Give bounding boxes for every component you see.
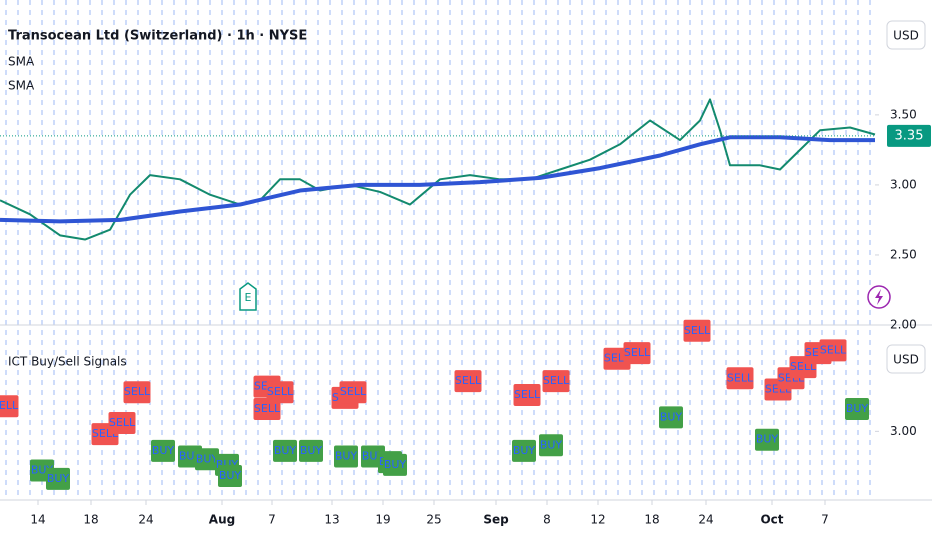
chart-title: Transocean Ltd (Switzerland) · 1h · NYSE bbox=[8, 29, 307, 44]
buy-signal bbox=[195, 448, 219, 471]
x-tick-label: Oct bbox=[760, 513, 783, 527]
legend-item: SMA bbox=[8, 55, 35, 69]
buy-signal bbox=[383, 453, 407, 476]
currency[interactable]: USD bbox=[893, 353, 919, 367]
x-tick-label: 13 bbox=[324, 513, 339, 527]
signal-label: SELL bbox=[254, 402, 281, 415]
signal-label: BUY bbox=[660, 410, 683, 423]
y-tick-label: 2.50 bbox=[890, 247, 917, 261]
x-tick-label: Aug bbox=[209, 513, 235, 527]
signal-label: BUY bbox=[513, 444, 536, 457]
event-marker: E bbox=[245, 291, 252, 304]
background-grid bbox=[0, 0, 875, 500]
y-tick-label: 3.00 bbox=[890, 177, 917, 191]
signal-label: BUY bbox=[335, 449, 358, 462]
buy-signal bbox=[512, 439, 536, 462]
x-tick-label: 8 bbox=[543, 513, 551, 527]
signal-label: SELL bbox=[267, 385, 294, 398]
sell-signal bbox=[454, 370, 482, 393]
sell-signal bbox=[623, 342, 651, 365]
sell-signal bbox=[819, 339, 847, 362]
x-tick-label: 12 bbox=[590, 513, 605, 527]
legend-item: SMA bbox=[8, 79, 35, 93]
signal-label: SELL bbox=[543, 374, 570, 387]
sell-signal bbox=[542, 370, 570, 393]
x-tick-label: 19 bbox=[375, 513, 390, 527]
signal-label: SELL bbox=[727, 371, 754, 384]
currency-button[interactable] bbox=[886, 344, 926, 374]
indicator-title: ICT Buy/Sell Signals bbox=[8, 355, 127, 369]
signal-label: BUY bbox=[196, 452, 219, 465]
y-tick-label: 3.50 bbox=[890, 107, 917, 121]
signal-label: SELL bbox=[624, 346, 651, 359]
x-tick-label: 18 bbox=[83, 513, 98, 527]
buy-signal bbox=[46, 467, 70, 490]
sell-signal bbox=[123, 381, 151, 404]
buy-signal bbox=[299, 439, 323, 462]
buy-signal bbox=[218, 465, 242, 488]
last-price-box bbox=[887, 124, 931, 147]
sell-signal bbox=[266, 381, 294, 404]
buy-signal bbox=[151, 439, 175, 462]
sell-signal bbox=[0, 395, 19, 418]
sma-line bbox=[0, 135, 875, 224]
buy-signal bbox=[659, 406, 683, 429]
signal-label: BUY bbox=[219, 469, 242, 482]
x-tick-label: 25 bbox=[426, 513, 441, 527]
last-price-label: 3.35 bbox=[895, 128, 924, 143]
signal-label: SELL bbox=[340, 385, 367, 398]
buy-signal bbox=[755, 428, 779, 451]
signal-label: SELL bbox=[109, 416, 136, 429]
alert-icon-bolt bbox=[875, 289, 883, 305]
y-tick-label: 2.00 bbox=[890, 318, 917, 332]
x-tick-label: Sep bbox=[483, 513, 509, 527]
signal-label: BUY bbox=[300, 444, 323, 457]
buy-signal bbox=[845, 398, 869, 420]
sell-signal bbox=[726, 367, 754, 390]
signal-label: BUY bbox=[846, 402, 869, 415]
signal-label: SELL bbox=[124, 385, 151, 398]
sell-signal bbox=[339, 381, 367, 404]
sell-signal bbox=[253, 398, 281, 420]
sma-line bbox=[0, 98, 876, 241]
sell-signal bbox=[513, 384, 541, 407]
sell-signal bbox=[108, 411, 136, 434]
buy-signal bbox=[334, 445, 358, 468]
currency-button[interactable] bbox=[886, 20, 926, 50]
x-tick-label: 7 bbox=[821, 513, 829, 527]
signal-label: SELL bbox=[684, 324, 711, 337]
x-tick-label: 24 bbox=[138, 513, 153, 527]
event-marker-shape bbox=[239, 282, 257, 311]
signal-label: SELL bbox=[820, 343, 847, 356]
currency[interactable]: USD bbox=[893, 29, 919, 43]
x-tick-label: 7 bbox=[268, 513, 276, 527]
signal-label: BUY bbox=[152, 444, 175, 457]
signal-label: SELL bbox=[455, 374, 482, 387]
x-tick-label: 14 bbox=[30, 513, 45, 527]
x-tick-label: 18 bbox=[644, 513, 659, 527]
signal-label: SELL bbox=[514, 388, 541, 401]
sell-signal bbox=[683, 319, 711, 342]
signal-label: BUY bbox=[384, 458, 407, 471]
buy-signal bbox=[273, 439, 297, 462]
buy-signal bbox=[539, 434, 563, 457]
signal-label: BUY bbox=[540, 438, 563, 451]
signal-label: SELL bbox=[0, 399, 19, 412]
signal-label: BUY bbox=[756, 433, 779, 446]
signal-label: BUY bbox=[274, 444, 297, 457]
x-tick-label: 24 bbox=[698, 513, 713, 527]
y-tick-label: 3.00 bbox=[890, 424, 917, 438]
signal-label: BUY bbox=[47, 472, 70, 485]
